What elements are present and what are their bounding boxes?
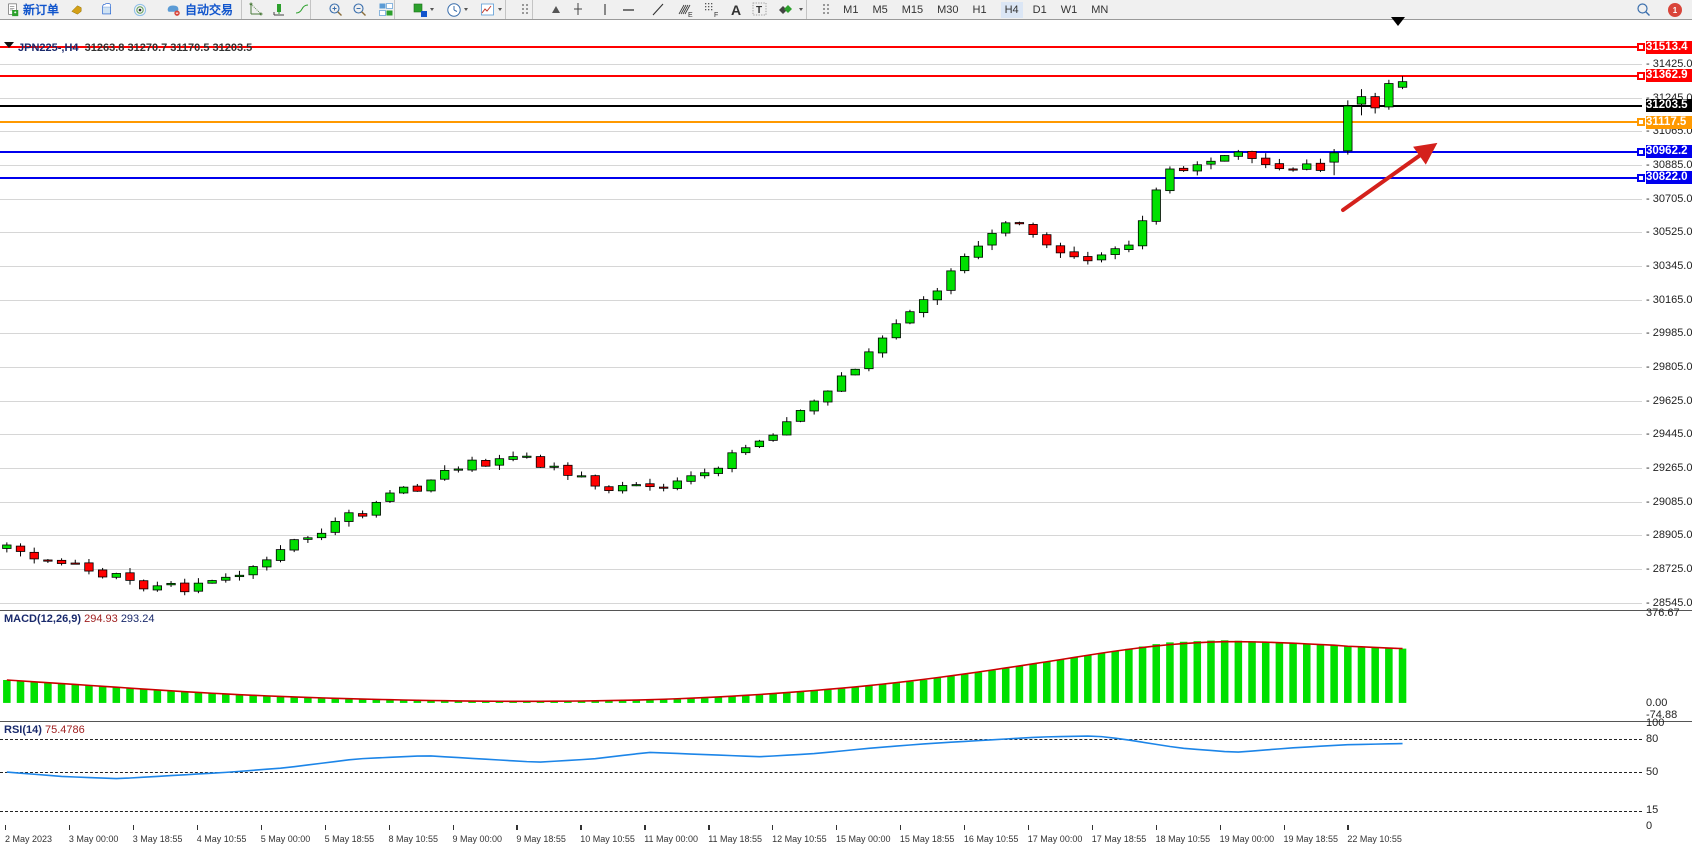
svg-text:F: F bbox=[714, 12, 718, 18]
svg-text:T: T bbox=[756, 5, 762, 16]
svg-text:E: E bbox=[688, 12, 693, 18]
svg-text:1: 1 bbox=[1673, 6, 1678, 15]
